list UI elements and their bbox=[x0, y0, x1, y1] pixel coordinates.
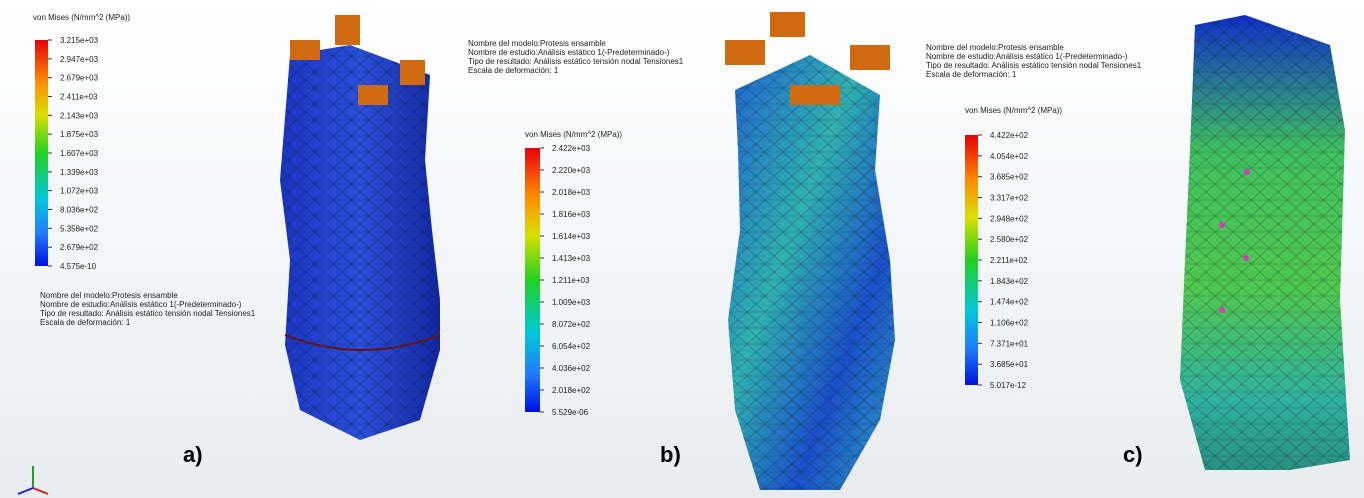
legend-label: 1.339e+03 bbox=[60, 168, 99, 177]
legend-label: 2.422e+03 bbox=[552, 144, 591, 153]
study-info: Tipo de resultado: Análisis estático ten… bbox=[40, 309, 256, 318]
legend-label: 2.679e+02 bbox=[60, 243, 99, 252]
legend-label: 1.211e+03 bbox=[552, 276, 590, 285]
study-info: Escala de deformación: 1 bbox=[468, 66, 559, 75]
legend-label: 1.843e+02 bbox=[990, 277, 1029, 286]
legend-title: von Mises (N/mm^2 (MPa)) bbox=[525, 130, 622, 139]
panel-label: a) bbox=[183, 442, 203, 467]
legend-label: 2.580e+02 bbox=[990, 235, 1029, 244]
legend-label: 4.036e+02 bbox=[552, 364, 591, 373]
legend-label: 4.422e+02 bbox=[990, 131, 1029, 140]
legend-label: 4.054e+02 bbox=[990, 152, 1029, 161]
legend-label: 2.947e+03 bbox=[60, 55, 99, 64]
legend-label: 2.143e+03 bbox=[60, 111, 99, 120]
legend-label: 7.371e+01 bbox=[990, 339, 1029, 348]
legend-label: 2.948e+02 bbox=[990, 214, 1029, 223]
legend-label: 3.317e+02 bbox=[990, 194, 1029, 203]
legend-title: von Mises (N/mm^2 (MPa)) bbox=[965, 106, 1062, 115]
legend-label: 4.575e-10 bbox=[60, 262, 97, 271]
study-info: Nombre del modelo:Protesis ensamble bbox=[468, 39, 606, 48]
legend-label: 2.018e+02 bbox=[552, 386, 591, 395]
study-info: Tipo de resultado: Análisis estático ten… bbox=[926, 61, 1142, 70]
legend-label: 1.816e+03 bbox=[552, 210, 591, 219]
legend-label: 8.072e+02 bbox=[552, 320, 591, 329]
legend-label: 5.017e-12 bbox=[990, 381, 1027, 390]
colorbar bbox=[965, 135, 978, 385]
study-info: Nombre del modelo:Protesis ensamble bbox=[40, 291, 178, 300]
legend-title: von Mises (N/mm^2 (MPa)) bbox=[33, 13, 130, 22]
legend-label: 1.875e+03 bbox=[60, 130, 99, 139]
legend-label: 1.607e+03 bbox=[60, 149, 99, 158]
study-info: Nombre de estudio:Análisis estático 1(-P… bbox=[40, 300, 242, 309]
legend-label: 2.220e+03 bbox=[552, 166, 591, 175]
panel-label: c) bbox=[1123, 442, 1143, 467]
panel-label: b) bbox=[660, 442, 681, 467]
study-info: Escala de deformación: 1 bbox=[926, 70, 1017, 79]
study-info: Tipo de resultado: Análisis estático ten… bbox=[468, 57, 684, 66]
legend-label: 1.614e+03 bbox=[552, 232, 591, 241]
legend-label: 1.072e+03 bbox=[60, 187, 99, 196]
legend-label: 5.529e-06 bbox=[552, 408, 589, 417]
legend-label: 5.358e+02 bbox=[60, 224, 99, 233]
figure: von Mises (N/mm^2 (MPa)) 3.215e+03 2.947e+… bbox=[0, 0, 1364, 498]
legend-label: 6.054e+02 bbox=[552, 342, 591, 351]
model-c bbox=[1180, 15, 1350, 470]
background bbox=[0, 0, 1364, 498]
legend-label: 3.685e+02 bbox=[990, 173, 1029, 182]
legend-label: 8.036e+02 bbox=[60, 206, 99, 215]
legend-label: 1.106e+02 bbox=[990, 319, 1029, 328]
colorbar bbox=[35, 40, 48, 266]
legend-label: 1.413e+03 bbox=[552, 254, 591, 263]
legend-label: 2.411e+03 bbox=[60, 93, 98, 102]
study-info: Nombre de estudio:Análisis estático 1(-P… bbox=[926, 52, 1128, 61]
study-info: Nombre del modelo:Protesis ensamble bbox=[926, 43, 1064, 52]
legend-label: 2.018e+03 bbox=[552, 188, 591, 197]
study-info: Escala de deformación: 1 bbox=[40, 318, 131, 327]
legend-label: 2.679e+03 bbox=[60, 74, 99, 83]
legend-label: 3.215e+03 bbox=[60, 36, 99, 45]
colorbar bbox=[525, 148, 540, 412]
study-info: Nombre de estudio:Análisis estático 1(-P… bbox=[468, 48, 670, 57]
legend-label: 1.009e+03 bbox=[552, 298, 591, 307]
legend-label: 1.474e+02 bbox=[990, 298, 1029, 307]
legend-label: 2.211e+02 bbox=[990, 256, 1028, 265]
model-a bbox=[280, 15, 440, 440]
legend-label: 3.685e+01 bbox=[990, 360, 1029, 369]
